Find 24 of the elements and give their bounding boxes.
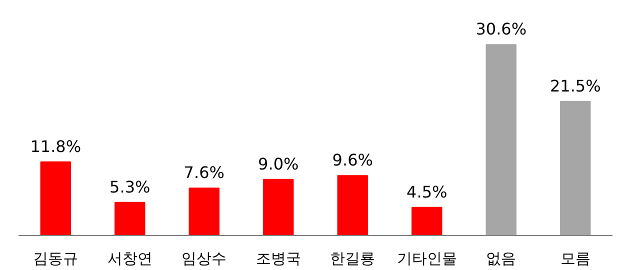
data-label: 21.5%: [550, 76, 601, 96]
x-tick-label: 김동규: [33, 250, 78, 268]
bar: [337, 175, 368, 236]
x-tick-label: 모름: [560, 250, 590, 268]
data-label: 5.3%: [110, 177, 150, 196]
data-label: 11.8%: [30, 136, 82, 156]
bar: [412, 206, 442, 236]
data-label: 4.5%: [406, 182, 448, 202]
bar: [560, 100, 591, 236]
x-tick-label: 조병국: [256, 250, 301, 268]
data-label: 9.6%: [332, 150, 373, 170]
data-label: 30.6%: [476, 20, 527, 39]
data-label: 7.6%: [184, 163, 224, 182]
bar: [188, 188, 220, 236]
bar: [263, 178, 294, 236]
data-label: 9.0%: [258, 154, 299, 174]
x-tick-label: 임상수: [182, 250, 227, 268]
x-tick-label: 서창연: [107, 250, 152, 268]
x-tick-label: 한길룡: [330, 250, 376, 268]
bar: [40, 161, 71, 236]
bar: [114, 202, 146, 236]
x-tick-label: 기타인물: [396, 250, 457, 268]
x-tick-label: 없음: [486, 250, 516, 268]
bar: [486, 44, 516, 236]
